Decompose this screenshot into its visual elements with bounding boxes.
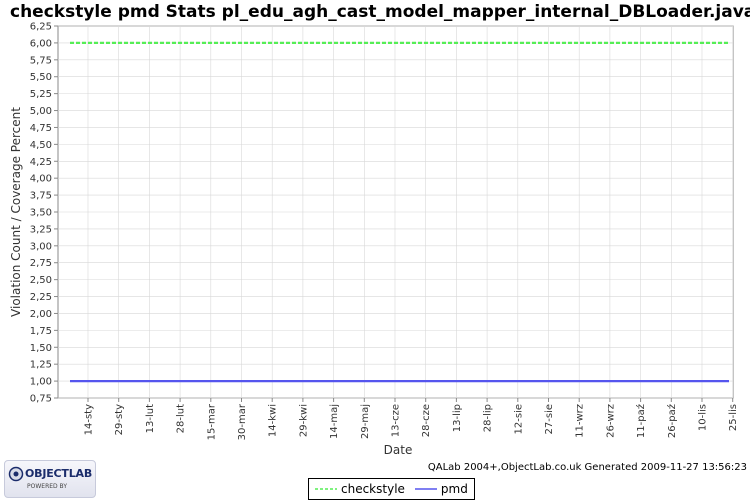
x-tick-label: 13-lut	[145, 404, 156, 433]
x-tick-label: 26-wrz	[605, 404, 616, 438]
legend-item-checkstyle: checkstyle	[315, 482, 405, 496]
series-layer	[70, 41, 729, 383]
y-tick-label: 4,00	[30, 174, 52, 185]
y-tick-label: 3,25	[30, 224, 52, 235]
logo-tagline: POWERED BY	[27, 483, 68, 490]
chart-title: checkstyle pmd Stats pl_edu_agh_cast_mod…	[10, 2, 750, 22]
x-tick-label: 11-paź	[635, 404, 647, 438]
y-tick-label: 1,25	[30, 360, 52, 371]
y-tick-label: 2,25	[30, 292, 52, 303]
x-tick-label: 28-lip	[483, 404, 494, 432]
y-tick-label: 0,75	[30, 394, 52, 405]
x-axis-label: Date	[384, 443, 413, 457]
x-tick-label: 30-mar	[237, 403, 248, 440]
y-tick-label: 3,50	[30, 208, 52, 219]
y-tick-label: 6,25	[30, 22, 52, 33]
y-tick-label: 3,75	[30, 191, 52, 202]
y-tick-label: 2,00	[30, 309, 52, 320]
y-tick-label: 5,75	[30, 55, 52, 66]
x-tick-label: 29-maj	[360, 404, 371, 439]
x-axis: 14-sty 29-sty 13-lut 28-lut 15-mar 30-mar 14-k…	[84, 398, 739, 440]
y-tick-label: 1,50	[30, 343, 52, 354]
legend-swatch-pmd	[414, 488, 437, 490]
x-tick-label: 29-kwi	[298, 404, 309, 437]
objectlab-logo: OBJECTLAB POWERED BY	[4, 460, 96, 498]
y-tick-label: 6,00	[30, 38, 52, 49]
x-tick-label: 13-lip	[452, 404, 463, 432]
x-tick-label: 14-maj	[329, 404, 340, 439]
x-tick-label: 28-cze	[421, 404, 432, 437]
x-tick-label: 10-lis	[698, 404, 709, 431]
legend: checkstyle pmd	[308, 478, 475, 500]
y-tick-label: 4,75	[30, 123, 52, 134]
legend-label-checkstyle: checkstyle	[341, 482, 405, 496]
legend-label-pmd: pmd	[440, 482, 468, 496]
x-tick-label: 12-sie	[513, 404, 524, 434]
y-tick-label: 4,50	[30, 140, 52, 151]
y-axis: 0,75 1,00 1,25 1,50 1,75 2,00 2,25 2,50 2,75 3,00…	[30, 22, 58, 405]
y-tick-label: 1,75	[30, 326, 52, 337]
generated-footer: QALab 2004+,ObjectLab.co.uk Generated 20…	[427, 462, 747, 473]
x-tick-label: 28-lut	[176, 404, 187, 433]
x-tick-label: 29-sty	[114, 404, 125, 435]
y-axis-label: Violation Count / Coverage Percent	[9, 107, 23, 317]
x-tick-label: 25-lis	[728, 404, 739, 431]
x-tick-label: 14-kwi	[268, 404, 279, 437]
x-tick-label: 26-paź	[666, 404, 678, 438]
grid	[58, 25, 734, 399]
y-tick-label: 5,00	[30, 106, 52, 117]
y-tick-label: 1,00	[30, 377, 52, 388]
x-tick-label: 14-sty	[84, 404, 95, 435]
legend-item-pmd: pmd	[414, 482, 468, 496]
y-tick-label: 3,00	[30, 241, 52, 252]
y-tick-label: 2,75	[30, 258, 52, 269]
y-tick-label: 5,25	[30, 89, 52, 100]
y-tick-label: 4,25	[30, 157, 52, 168]
x-tick-label: 13-cze	[391, 404, 402, 437]
y-tick-label: 5,50	[30, 72, 52, 83]
x-tick-label: 15-mar	[206, 403, 217, 440]
y-tick-label: 2,50	[30, 275, 52, 286]
x-tick-label: 27-sie	[544, 404, 555, 434]
objectlab-logo-icon	[8, 466, 24, 482]
x-tick-label: 11-wrz	[575, 404, 586, 438]
logo-name: OBJECTLAB	[25, 467, 93, 480]
legend-swatch-checkstyle	[315, 488, 337, 490]
